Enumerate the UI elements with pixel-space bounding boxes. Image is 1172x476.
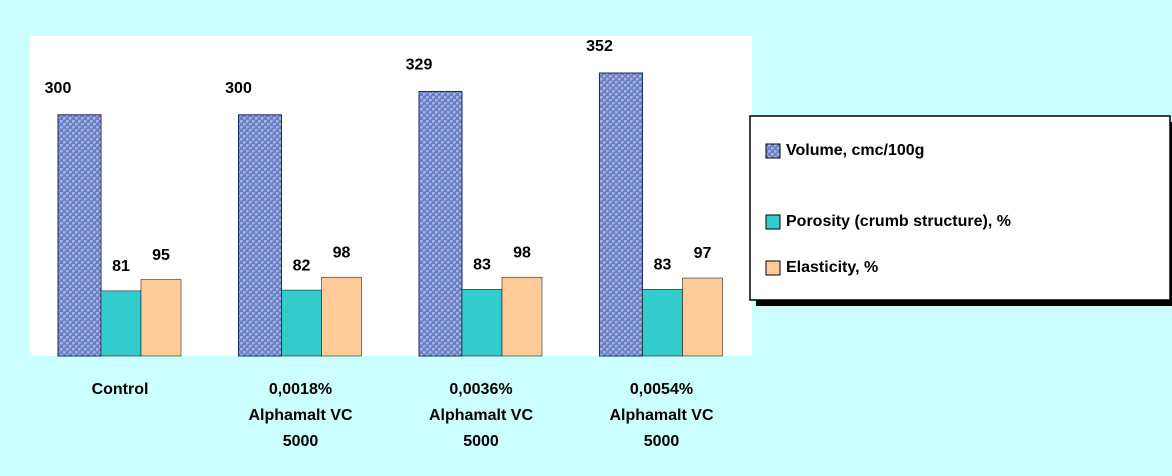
value-label: 81 bbox=[112, 258, 130, 275]
bar bbox=[599, 72, 643, 357]
bar bbox=[501, 276, 543, 357]
value-label: 83 bbox=[473, 256, 491, 273]
bar bbox=[100, 290, 142, 357]
value-label: 95 bbox=[152, 247, 170, 264]
bar bbox=[418, 90, 463, 357]
legend-label: Elasticity, % bbox=[786, 259, 878, 276]
value-label: 300 bbox=[45, 80, 72, 97]
legend-label: Volume, cmc/100g bbox=[786, 142, 924, 159]
value-label: 352 bbox=[586, 38, 613, 55]
x-tick-label: 0,0036% Alphamalt VC 5000 bbox=[428, 381, 533, 450]
x-tick-label: 0,0054% Alphamalt VC 5000 bbox=[609, 381, 714, 450]
value-label: 82 bbox=[293, 257, 311, 274]
bar bbox=[461, 289, 503, 357]
value-label: 98 bbox=[513, 244, 531, 261]
legend-swatch bbox=[765, 143, 781, 159]
bar bbox=[281, 289, 322, 357]
bar bbox=[321, 276, 362, 357]
x-tick-label: Control bbox=[91, 381, 149, 398]
legend-swatch bbox=[765, 260, 781, 276]
bar bbox=[140, 279, 182, 357]
bar bbox=[57, 114, 102, 357]
legend-swatch bbox=[765, 214, 781, 230]
bar bbox=[682, 277, 723, 357]
legend-label: Porosity (crumb structure), % bbox=[786, 213, 1011, 230]
value-label: 329 bbox=[406, 57, 433, 74]
bar bbox=[642, 289, 683, 357]
bar bbox=[238, 114, 282, 357]
legend-box bbox=[749, 115, 1171, 301]
x-tick-label: 0,0018% Alphamalt VC 5000 bbox=[248, 381, 353, 450]
value-label: 83 bbox=[654, 256, 672, 273]
value-label: 97 bbox=[694, 245, 712, 262]
value-label: 98 bbox=[333, 244, 351, 261]
value-label: 300 bbox=[225, 80, 252, 97]
